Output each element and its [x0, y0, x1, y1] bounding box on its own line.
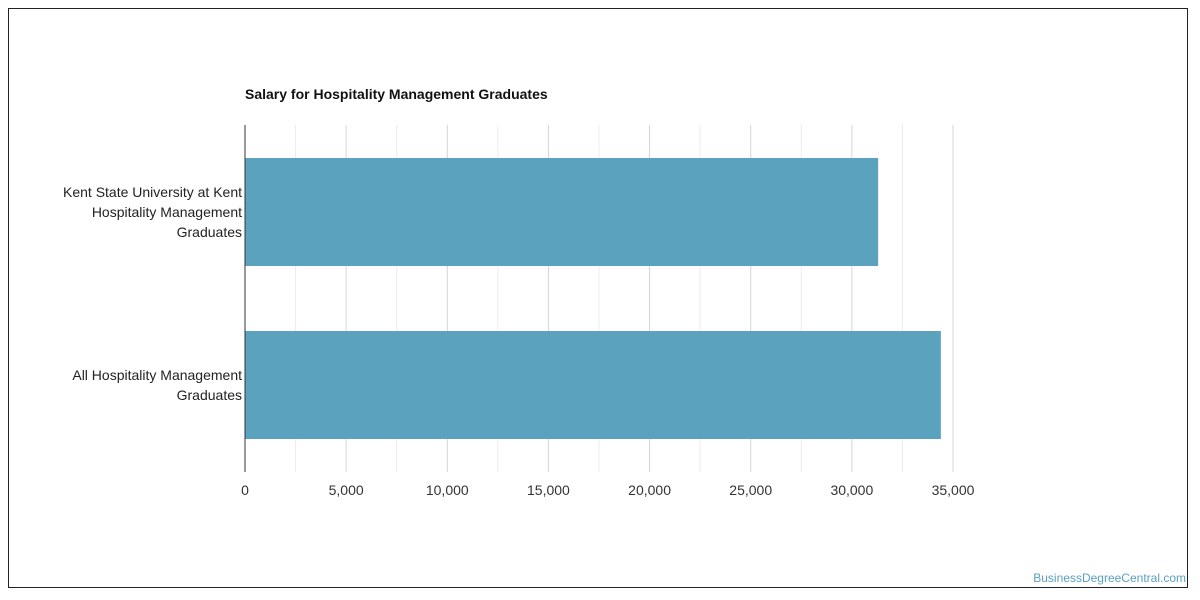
bars — [245, 158, 941, 439]
watermark[interactable]: BusinessDegreeCentral.com — [1033, 571, 1186, 585]
category-label: Graduates — [177, 224, 242, 240]
x-tick-label: 10,000 — [426, 482, 469, 498]
category-labels: Kent State University at Kent Hospitality… — [63, 184, 242, 403]
x-tick-label: 5,000 — [329, 482, 364, 498]
bar[interactable] — [245, 158, 879, 266]
chart-title: Salary for Hospitality Management Gradua… — [245, 86, 548, 102]
category-label: Hospitality Management — [92, 204, 242, 220]
x-tick-label: 30,000 — [830, 482, 873, 498]
tick-labels: 0 5,000 10,000 15,000 20,000 25,000 30,000 35,0… — [241, 482, 975, 498]
chart-frame — [8, 8, 1188, 588]
x-tick-label: 15,000 — [527, 482, 570, 498]
bar[interactable] — [245, 331, 941, 439]
category-label: Graduates — [177, 387, 242, 403]
category-label: Kent State University at Kent — [63, 184, 242, 200]
category-label: All Hospitality Management — [72, 367, 242, 383]
x-tick-label: 35,000 — [932, 482, 975, 498]
x-tick-label: 0 — [241, 482, 249, 498]
x-tick-label: 20,000 — [628, 482, 671, 498]
x-tick-label: 25,000 — [729, 482, 772, 498]
